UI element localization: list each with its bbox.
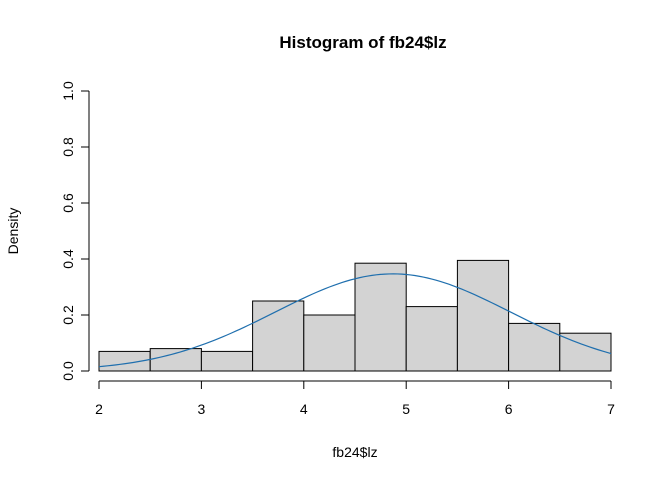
x-tick-label: 4 (300, 401, 308, 417)
histogram-bar-7 (405, 306, 458, 372)
x-axis-title: fb24$lz (332, 444, 377, 460)
y-axis-title: Density (5, 208, 21, 255)
x-axis: 2 3 4 5 6 7 (95, 380, 615, 417)
y-tick-label: 0.6 (60, 193, 76, 213)
x-tick-label: 6 (505, 401, 513, 417)
y-tick-label: 1.0 (60, 81, 76, 101)
chart-title: Histogram of fb24$lz (279, 33, 446, 52)
histogram-bar-6 (354, 262, 407, 372)
histogram-bar-3 (200, 350, 254, 372)
histogram-bar-2 (149, 348, 202, 372)
y-axis: 0.0 0.2 0.4 0.6 0.8 1.0 (60, 81, 90, 381)
x-tick-label: 2 (95, 401, 103, 417)
x-tick-label: 5 (402, 401, 410, 417)
y-tick-label: 0.0 (60, 361, 76, 381)
histogram-bar-5 (303, 314, 356, 372)
histogram-bar-4 (252, 300, 305, 372)
histogram-bars (98, 259, 612, 372)
density-curve (98, 273, 612, 368)
y-tick-label: 0.4 (60, 249, 76, 269)
histogram-bar-9 (508, 322, 561, 372)
y-tick-label: 0.8 (60, 137, 76, 157)
x-tick-label: 7 (607, 401, 615, 417)
y-tick-label: 0.2 (60, 305, 76, 325)
x-tick-label: 3 (198, 401, 206, 417)
histogram-bar-8 (456, 259, 510, 372)
